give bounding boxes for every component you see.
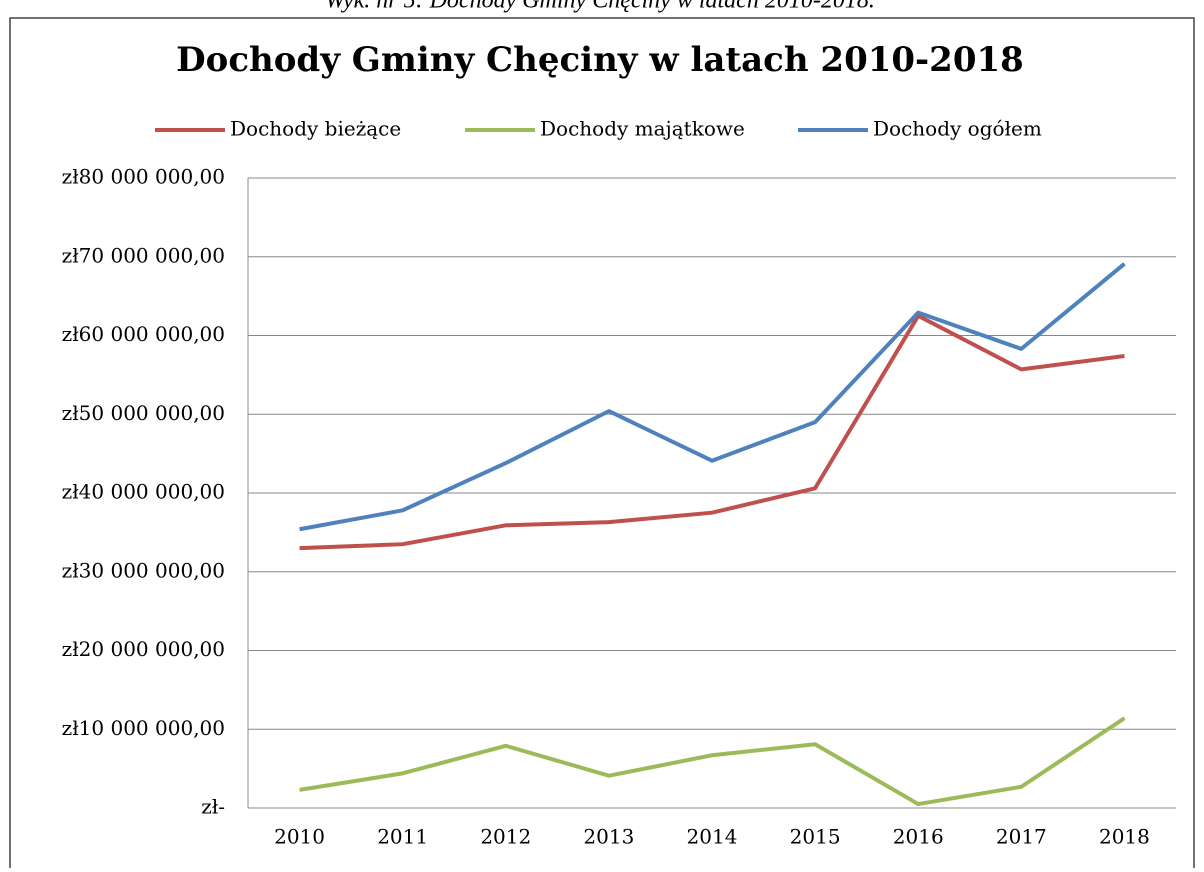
caption: Wyk. nr 5: Dochody Gminy Chęciny w latac… — [325, 0, 875, 14]
legend-label: Dochody majątkowe — [540, 117, 745, 141]
x-tick-label: 2010 — [274, 825, 325, 849]
y-tick-label: zł40 000 000,00 — [62, 480, 225, 504]
series-line — [299, 262, 1126, 532]
y-tick-label: zł70 000 000,00 — [62, 243, 225, 267]
y-tick-label: zł50 000 000,00 — [62, 401, 225, 425]
x-tick-label: 2013 — [583, 825, 634, 849]
series-line — [299, 313, 1125, 551]
y-tick-label: zł10 000 000,00 — [62, 716, 225, 740]
legend-label: Dochody ogółem — [873, 117, 1042, 141]
chart-title: Dochody Gminy Chęciny w latach 2010-2018 — [176, 40, 1024, 80]
x-tick-label: 2017 — [996, 825, 1047, 849]
chart-frame — [9, 17, 1195, 872]
y-tick-label: zł30 000 000,00 — [62, 558, 225, 582]
x-tick-label: 2015 — [790, 825, 841, 849]
y-tick-label: zł- — [201, 795, 225, 819]
y-tick-label: zł80 000 000,00 — [62, 165, 225, 189]
y-tick-label: zł60 000 000,00 — [62, 322, 225, 346]
x-tick-label: 2012 — [480, 825, 531, 849]
y-tick-label: zł20 000 000,00 — [62, 637, 225, 661]
x-tick-label: 2018 — [1099, 825, 1150, 849]
legend-label: Dochody bieżące — [230, 117, 401, 141]
x-tick-label: 2011 — [377, 825, 428, 849]
series-line — [299, 716, 1126, 807]
x-tick-label: 2014 — [687, 825, 738, 849]
x-tick-label: 2016 — [893, 825, 944, 849]
